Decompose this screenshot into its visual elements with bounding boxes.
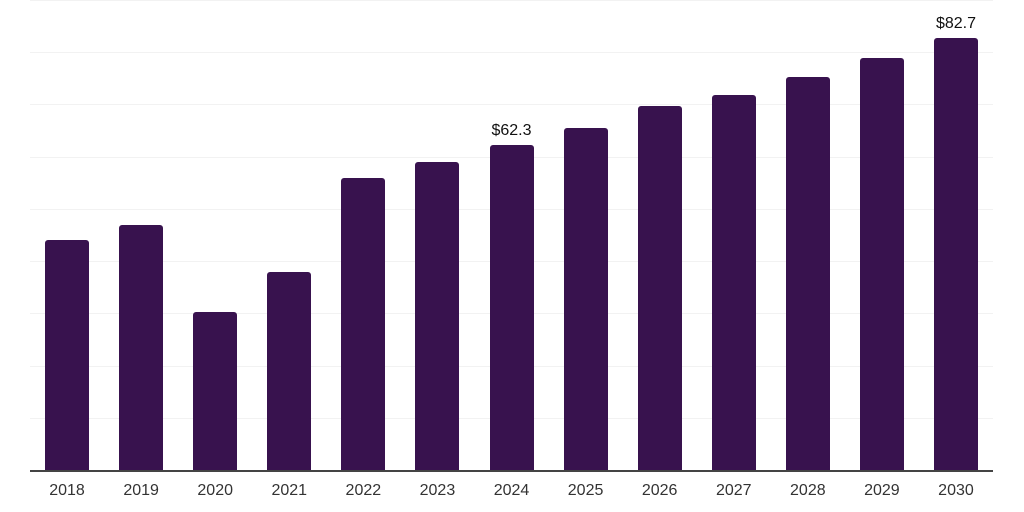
x-tick-label-2029: 2029: [864, 482, 900, 499]
x-tick-label-2028: 2028: [790, 482, 826, 499]
bar-2023: [415, 161, 460, 470]
bar-2030: [933, 38, 978, 470]
bar-2028: [785, 76, 830, 470]
bars-container: $62.3 $82.7: [30, 0, 993, 470]
gridline-80: [30, 52, 993, 54]
x-axis-tick-labels: 2018 2019 2020 2021 2022 2023 2024 2025 2026 2027…: [30, 472, 993, 499]
bar-slot-2018: [30, 0, 104, 470]
bar-value-label-2024: $62.3: [491, 121, 532, 139]
gridline-90: [30, 0, 993, 1]
x-tick-label-2026: 2026: [641, 482, 678, 499]
x-tick-label-2025: 2025: [567, 482, 604, 499]
x-tick-label-2018: 2018: [49, 482, 85, 499]
x-tick-label-2019: 2019: [123, 482, 159, 499]
x-tick-label-2023: 2023: [419, 482, 456, 499]
bar-slot-2029: [845, 0, 919, 470]
bar-slot-2019: [104, 0, 178, 470]
bar-slot-2026: [623, 0, 697, 470]
x-tick-label-2030: 2030: [938, 482, 974, 499]
bar-2021: [267, 272, 312, 470]
bar-slot-2025: [549, 0, 623, 470]
bar-2022: [341, 177, 386, 470]
bar-2026: [637, 105, 682, 470]
bar-slot-2022: [326, 0, 400, 470]
bar-slot-2024: $62.3: [474, 0, 548, 470]
x-tick-label-2027: 2027: [715, 482, 752, 499]
bar-2024: [489, 144, 534, 470]
bar-slot-2027: [697, 0, 771, 470]
plot-area: $62.3 $82.7: [30, 0, 993, 472]
x-tick-label-2021: 2021: [271, 482, 308, 499]
x-tick-label-2022: 2022: [345, 482, 382, 499]
bar-2018: [45, 239, 90, 470]
bar-2019: [119, 224, 164, 470]
bar-value-label-2030: $82.7: [935, 15, 976, 33]
bar-slot-2023: [400, 0, 474, 470]
bar-2025: [563, 127, 608, 470]
bar-slot-2030: $82.7: [919, 0, 993, 470]
x-tick-label-2020: 2020: [197, 482, 233, 499]
bar-slot-2020: [178, 0, 252, 470]
bar-2027: [711, 95, 756, 470]
bar-slot-2021: [252, 0, 326, 470]
bar-slot-2028: [771, 0, 845, 470]
bar-2020: [193, 311, 238, 470]
gridline-70: [30, 104, 993, 106]
bar-2029: [859, 58, 904, 470]
x-tick-label-2024: 2024: [493, 482, 530, 499]
